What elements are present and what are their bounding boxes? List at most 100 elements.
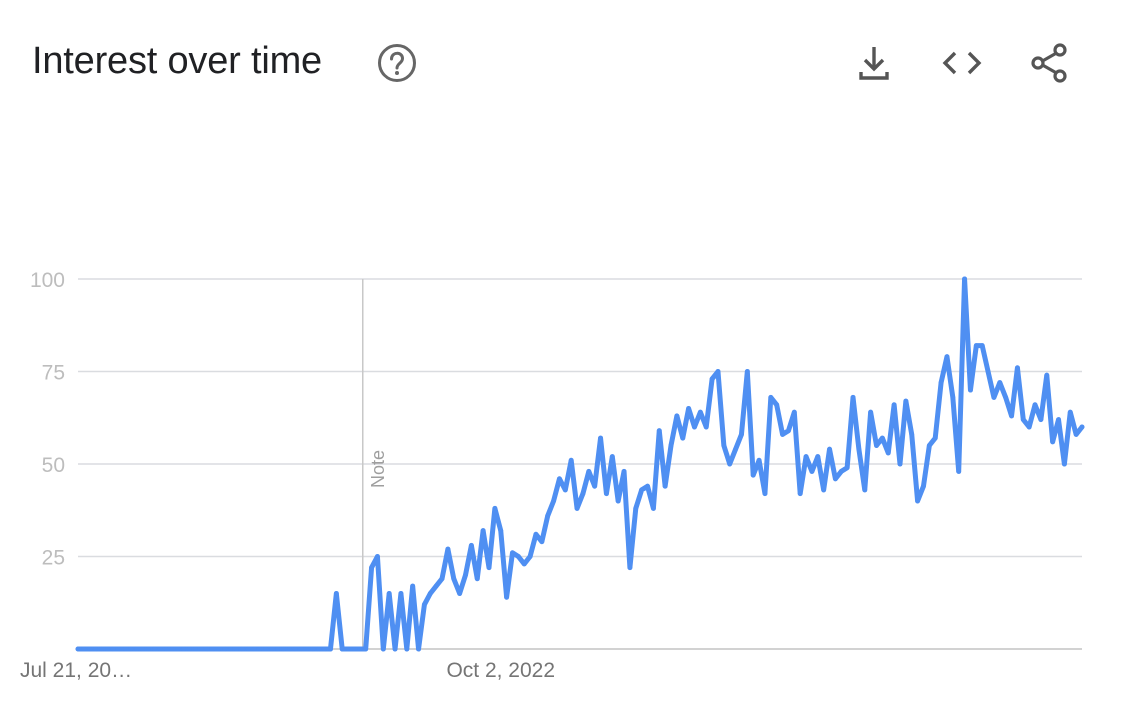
data-point[interactable] — [398, 591, 404, 596]
data-point[interactable] — [181, 646, 187, 652]
data-point[interactable] — [803, 454, 809, 459]
data-point[interactable] — [240, 646, 245, 652]
data-point[interactable] — [269, 646, 275, 652]
data-point[interactable] — [844, 465, 850, 471]
data-point[interactable] — [979, 343, 985, 348]
data-point[interactable] — [298, 646, 304, 652]
data-point[interactable] — [721, 443, 727, 448]
data-point[interactable] — [163, 646, 169, 652]
data-point[interactable] — [116, 646, 122, 652]
data-point[interactable] — [433, 583, 439, 589]
data-point[interactable] — [545, 513, 551, 519]
data-point[interactable] — [862, 487, 868, 493]
data-point[interactable] — [99, 646, 104, 652]
data-point[interactable] — [997, 380, 1003, 385]
data-point[interactable] — [122, 646, 128, 652]
data-point[interactable] — [750, 472, 756, 478]
data-point[interactable] — [175, 646, 181, 652]
data-point[interactable] — [193, 646, 198, 652]
data-point[interactable] — [1061, 461, 1067, 467]
data-point[interactable] — [768, 395, 774, 400]
data-point[interactable] — [557, 476, 562, 482]
data-point[interactable] — [510, 550, 515, 556]
data-point[interactable] — [968, 387, 973, 393]
data-point[interactable] — [950, 395, 956, 400]
data-point[interactable] — [885, 450, 891, 456]
share-icon[interactable] — [1028, 41, 1072, 85]
data-point[interactable] — [833, 476, 838, 482]
data-point[interactable] — [286, 646, 292, 652]
data-point[interactable] — [1050, 439, 1056, 445]
data-point[interactable] — [292, 646, 298, 652]
data-point[interactable] — [310, 646, 316, 652]
data-point[interactable] — [932, 435, 938, 441]
data-point[interactable] — [903, 398, 909, 404]
data-point[interactable] — [686, 406, 692, 411]
data-point[interactable] — [786, 428, 791, 434]
data-point[interactable] — [539, 539, 545, 545]
data-point[interactable] — [697, 409, 703, 415]
data-point[interactable] — [809, 469, 815, 474]
data-point[interactable] — [533, 531, 539, 537]
data-point[interactable] — [574, 506, 580, 511]
data-point[interactable] — [562, 487, 568, 493]
data-point[interactable] — [380, 646, 386, 652]
data-point[interactable] — [474, 576, 480, 582]
data-point[interactable] — [427, 591, 433, 596]
data-point[interactable] — [598, 435, 603, 441]
data-point[interactable] — [234, 646, 239, 652]
data-point[interactable] — [633, 506, 639, 511]
data-point[interactable] — [492, 506, 498, 511]
data-point[interactable] — [703, 424, 709, 430]
data-point[interactable] — [386, 591, 392, 596]
data-point[interactable] — [815, 454, 821, 459]
data-point[interactable] — [938, 380, 944, 385]
data-point[interactable] — [410, 583, 416, 589]
data-point[interactable] — [709, 376, 715, 382]
data-point[interactable] — [222, 646, 228, 652]
data-point[interactable] — [926, 443, 932, 448]
data-point[interactable] — [316, 646, 322, 652]
data-point[interactable] — [897, 461, 903, 467]
data-point[interactable] — [879, 435, 885, 441]
data-point[interactable] — [87, 646, 93, 652]
data-point[interactable] — [216, 646, 222, 652]
data-point[interactable] — [791, 409, 797, 415]
data-point[interactable] — [210, 646, 216, 652]
data-point[interactable] — [627, 565, 633, 570]
data-point[interactable] — [827, 446, 832, 452]
data-point[interactable] — [962, 276, 967, 282]
data-point[interactable] — [973, 343, 979, 348]
data-point[interactable] — [586, 469, 592, 474]
data-point[interactable] — [650, 506, 656, 511]
data-point[interactable] — [797, 491, 803, 496]
data-point[interactable] — [422, 602, 427, 607]
data-point[interactable] — [198, 646, 204, 652]
data-point[interactable] — [357, 646, 363, 652]
data-point[interactable] — [480, 528, 486, 533]
data-point[interactable] — [504, 594, 510, 600]
data-point[interactable] — [204, 646, 210, 652]
data-point[interactable] — [304, 646, 310, 652]
data-point[interactable] — [257, 646, 263, 652]
data-point[interactable] — [991, 395, 997, 400]
data-point[interactable] — [1079, 424, 1085, 430]
data-point[interactable] — [275, 646, 281, 652]
data-point[interactable] — [1044, 372, 1050, 378]
data-point[interactable] — [580, 491, 586, 496]
data-point[interactable] — [263, 646, 269, 652]
data-point[interactable] — [821, 487, 827, 493]
data-point[interactable] — [151, 646, 157, 652]
data-point[interactable] — [692, 424, 697, 430]
data-point[interactable] — [838, 469, 844, 474]
data-point[interactable] — [774, 402, 780, 408]
data-point[interactable] — [568, 457, 574, 463]
data-point[interactable] — [375, 554, 380, 559]
data-point[interactable] — [621, 469, 627, 474]
data-point[interactable] — [134, 646, 140, 652]
data-point[interactable] — [727, 461, 733, 467]
data-point[interactable] — [333, 591, 339, 596]
data-point[interactable] — [780, 432, 785, 437]
data-point[interactable] — [756, 457, 762, 463]
data-point[interactable] — [1067, 409, 1073, 415]
